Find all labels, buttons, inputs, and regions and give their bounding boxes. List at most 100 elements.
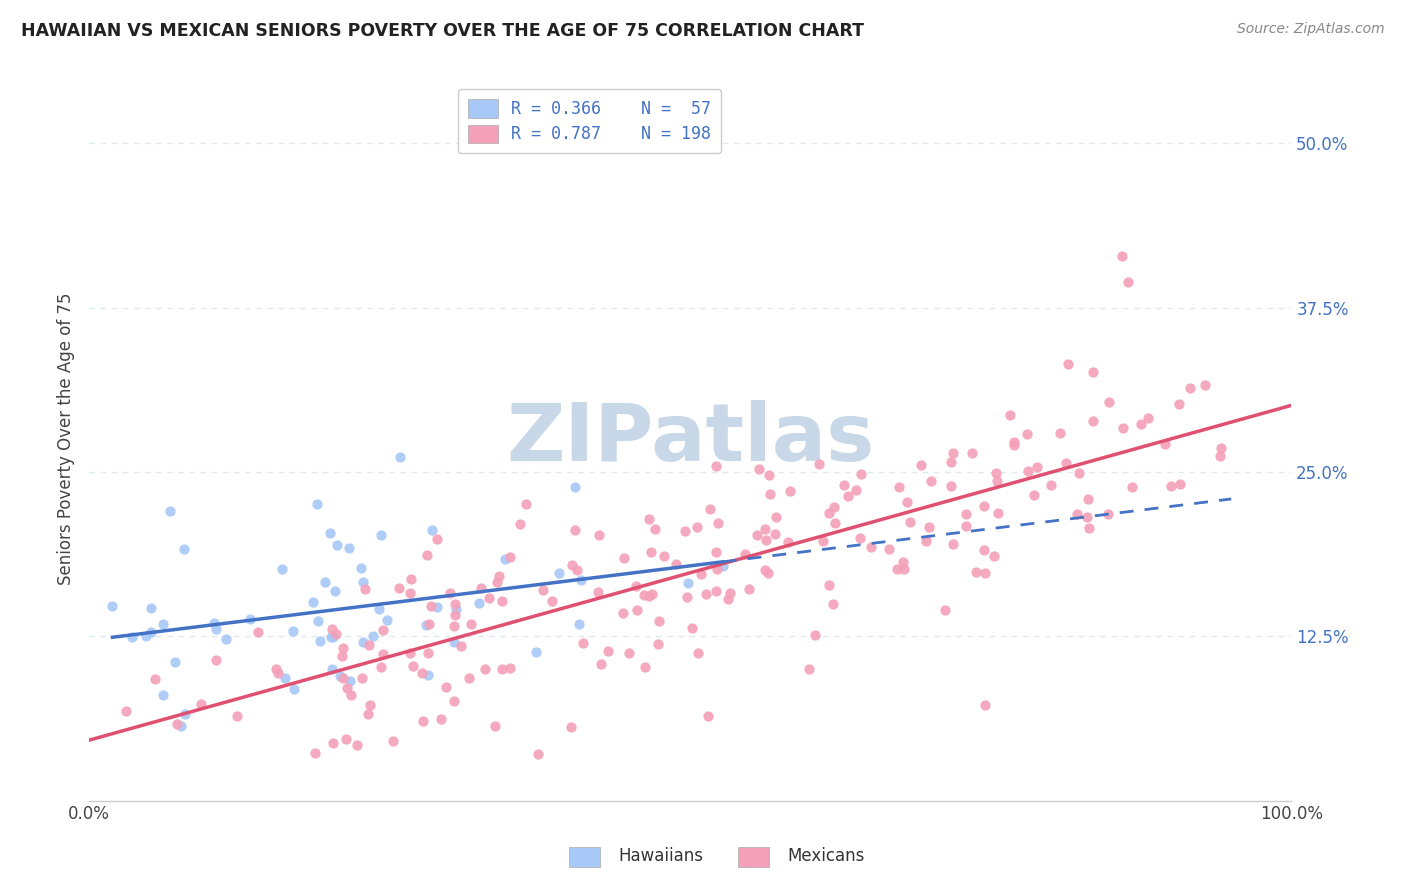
Point xyxy=(893,561,915,575)
Point xyxy=(346,738,368,752)
Point xyxy=(564,480,586,494)
Point xyxy=(309,634,332,648)
Point xyxy=(202,615,225,630)
Point xyxy=(169,719,191,733)
Point xyxy=(307,615,329,629)
Point xyxy=(322,736,344,750)
Point xyxy=(470,581,492,595)
Point xyxy=(1039,477,1062,491)
Point xyxy=(917,520,939,534)
Point xyxy=(1168,397,1191,411)
Point xyxy=(388,581,411,595)
Point xyxy=(955,518,977,533)
Point xyxy=(352,634,374,648)
Point xyxy=(1121,480,1143,494)
Point xyxy=(359,638,381,652)
Point xyxy=(1111,249,1133,263)
Point xyxy=(704,583,727,598)
Point xyxy=(851,467,873,481)
Point xyxy=(676,576,699,591)
Point xyxy=(598,644,620,658)
Point xyxy=(569,574,592,588)
Point xyxy=(443,634,465,648)
Point xyxy=(711,558,734,573)
Point xyxy=(1069,466,1091,480)
Point xyxy=(1022,488,1045,502)
Point xyxy=(706,562,728,576)
Point xyxy=(634,660,657,674)
Point xyxy=(336,681,359,696)
Point xyxy=(998,409,1021,423)
Point xyxy=(695,587,717,601)
Point xyxy=(1116,275,1139,289)
Point xyxy=(1168,476,1191,491)
Point xyxy=(1025,460,1047,475)
Point xyxy=(973,543,995,558)
Point xyxy=(350,561,373,575)
Point xyxy=(418,616,440,631)
Point xyxy=(361,629,384,643)
Point xyxy=(239,612,262,626)
Point xyxy=(450,639,472,653)
Point xyxy=(283,682,305,697)
Point xyxy=(1077,492,1099,507)
Point xyxy=(754,522,776,536)
Point xyxy=(246,625,269,640)
Point xyxy=(817,507,839,521)
Point xyxy=(135,629,157,643)
Point xyxy=(754,563,776,577)
Point xyxy=(647,637,669,651)
Text: Hawaiians: Hawaiians xyxy=(619,847,703,865)
Point xyxy=(688,646,710,660)
Point xyxy=(612,606,634,620)
Point xyxy=(1153,436,1175,450)
Point xyxy=(1076,510,1098,524)
Point xyxy=(491,593,513,607)
Point xyxy=(973,698,995,712)
Point xyxy=(665,558,688,572)
Point xyxy=(887,480,910,494)
Point xyxy=(697,709,720,723)
Point xyxy=(640,544,662,558)
Point xyxy=(460,617,482,632)
Point xyxy=(1066,507,1088,521)
Point xyxy=(759,486,782,500)
Point xyxy=(823,500,845,514)
Point xyxy=(1112,421,1135,435)
Point xyxy=(319,525,342,540)
Point xyxy=(524,645,547,659)
Point xyxy=(321,662,343,676)
Point xyxy=(370,660,392,674)
Point xyxy=(811,533,834,548)
Point xyxy=(821,597,844,611)
Point xyxy=(808,458,831,472)
Point xyxy=(412,714,434,728)
Point xyxy=(152,688,174,702)
Point xyxy=(955,508,977,522)
Point xyxy=(326,538,349,552)
Point xyxy=(541,594,564,608)
Point xyxy=(675,591,697,605)
Point xyxy=(718,585,741,599)
Point xyxy=(898,516,921,530)
Point xyxy=(1083,414,1105,428)
Point xyxy=(1211,441,1233,455)
Point xyxy=(271,562,294,576)
Point xyxy=(418,647,440,661)
Point xyxy=(1017,464,1039,478)
Point xyxy=(304,747,326,761)
Point xyxy=(776,535,799,549)
Point xyxy=(637,512,659,526)
Point xyxy=(686,520,709,534)
Legend: R = 0.366    N =  57, R = 0.787    N = 198: R = 0.366 N = 57, R = 0.787 N = 198 xyxy=(458,89,721,153)
Point xyxy=(531,583,554,598)
Point xyxy=(637,590,659,604)
Point xyxy=(446,602,468,616)
Point xyxy=(491,662,513,676)
Point xyxy=(654,549,676,564)
Point xyxy=(457,671,479,685)
Point xyxy=(613,550,636,565)
Point xyxy=(572,636,595,650)
Point xyxy=(942,536,965,550)
Point xyxy=(371,624,394,638)
